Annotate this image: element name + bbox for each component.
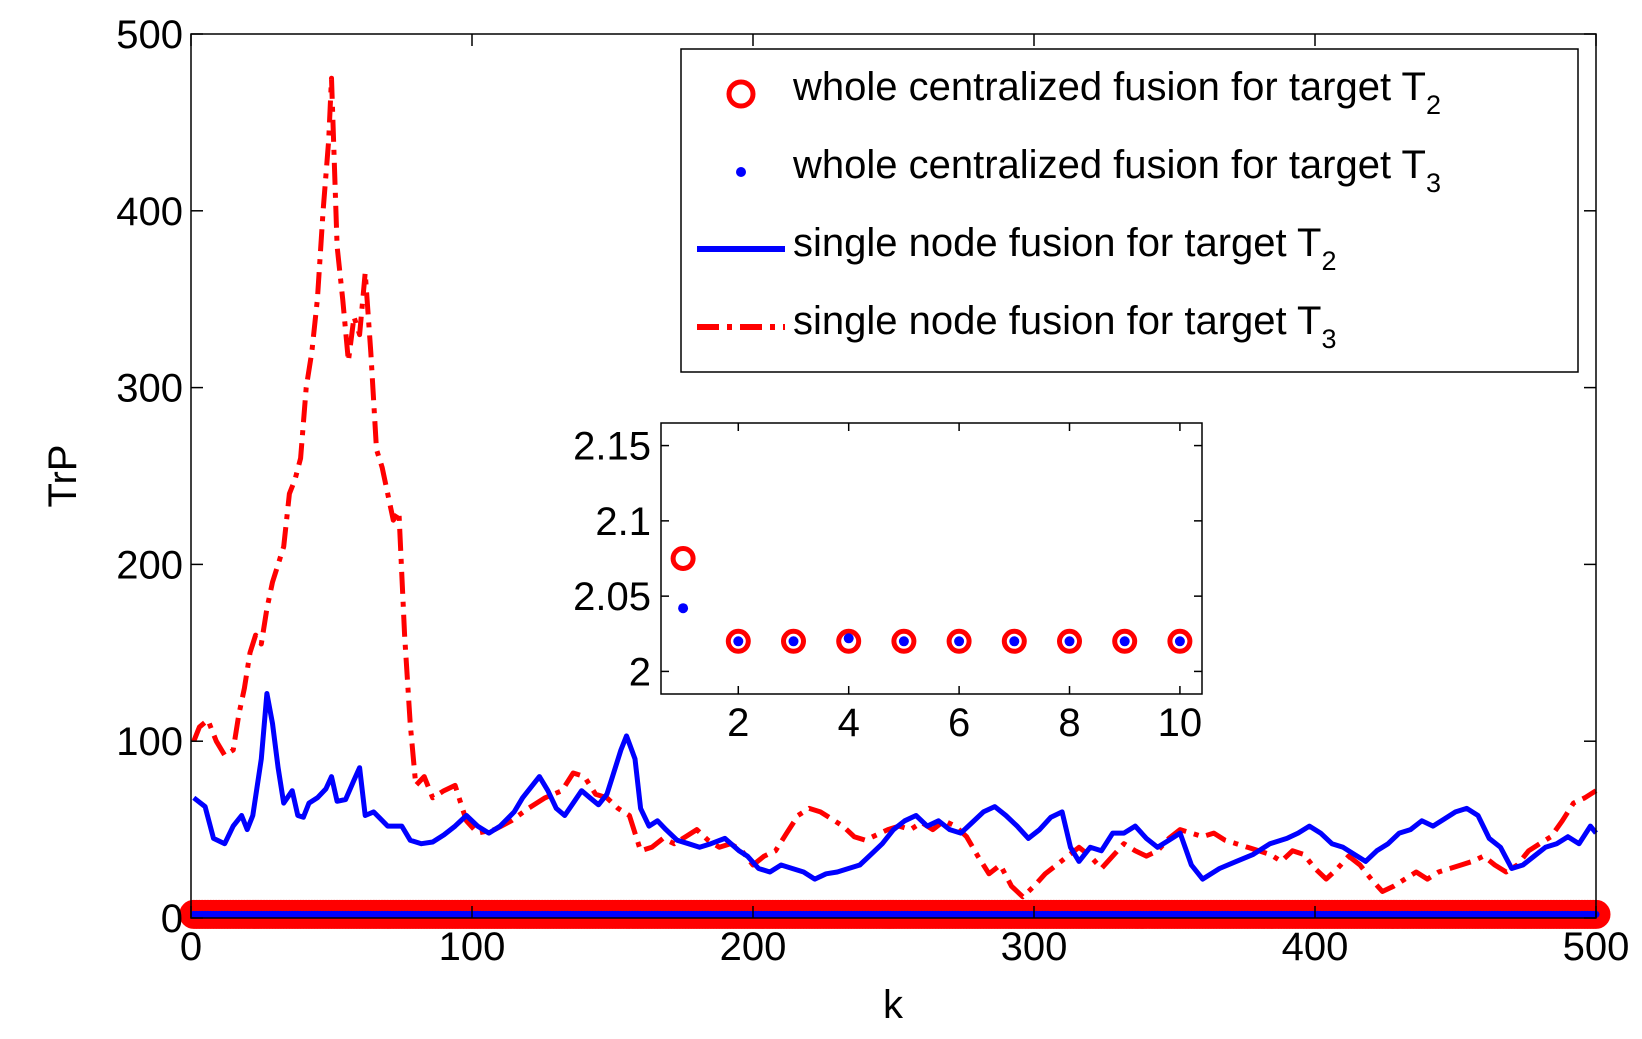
legend-entry-3: single node fusion for target T2 (793, 221, 1337, 276)
series-markers-centralized-t3 (190, 910, 1600, 918)
inset-x-tick-label: 4 (838, 701, 860, 745)
y-axis-label: TrP (41, 445, 85, 508)
inset-marker-dot (1174, 636, 1185, 647)
inset-marker-open-circle (1167, 628, 1193, 654)
inset-marker-open-circle (946, 628, 972, 654)
legend-entry-2: whole centralized fusion for target T3 (792, 143, 1441, 198)
x-tick-label: 300 (1001, 925, 1068, 969)
legend-entry-4-subscript: 3 (1321, 324, 1336, 354)
inset-marker-open-circle (781, 628, 806, 654)
x-tick-label: 200 (720, 925, 787, 969)
inset-plot-area: 2 4 6 8 10 2 2.05 2.1 2.15 (573, 422, 1203, 745)
main-plot-area: 0 100 200 300 400 500 0 100 200 300 400 500 k TrP (41, 13, 1629, 1027)
series-line-single-node-t3 (191, 75, 1598, 900)
inset-marker-open-circle (1001, 628, 1027, 654)
inset-marker-dot (1119, 636, 1130, 647)
inset-series-layer (670, 546, 1193, 654)
main-series-layer (179, 75, 1611, 929)
legend-marker-dot (736, 167, 746, 177)
inset-y-tick-label: 2.15 (573, 425, 651, 469)
inset-plot-frame (660, 422, 1203, 695)
inset-marker-open-circle (670, 546, 696, 571)
main-plot-frame (190, 33, 1597, 919)
inset-x-tick-label: 6 (948, 701, 970, 745)
inset-marker-dot (898, 636, 909, 647)
inset-marker-open-circle (1112, 628, 1138, 654)
legend-entry-3-subscript: 2 (1321, 246, 1336, 276)
inset-marker-open-circle (891, 628, 917, 654)
x-tick-label: 0 (180, 925, 202, 969)
main-ticks: 0 100 200 300 400 500 0 100 200 300 400 500 (116, 13, 1629, 969)
x-tick-label: 500 (1563, 925, 1630, 969)
inset-x-tick-label: 2 (727, 701, 749, 745)
inset-y-tick-label: 2.1 (595, 500, 651, 544)
inset-y-tick-label: 2.05 (573, 575, 651, 619)
legend: whole centralized fusion for target T2 w… (680, 48, 1579, 373)
legend-entry-1-subscript: 2 (1426, 90, 1441, 120)
inset-x-tick-label: 10 (1158, 701, 1203, 745)
legend-entry-1-label: whole centralized fusion for target T (792, 65, 1426, 109)
series-line-single-node-t2 (192, 691, 1598, 882)
inset-marker-dot (788, 636, 799, 647)
y-tick-label: 100 (116, 720, 183, 764)
inset-marker-open-circle (836, 628, 862, 654)
inset-ticks: 2 4 6 8 10 2 2.05 2.1 2.15 (573, 423, 1202, 745)
x-tick-label: 100 (439, 925, 506, 969)
y-tick-label: 300 (116, 367, 183, 411)
y-tick-label: 500 (116, 13, 183, 57)
legend-entry-4-label: single node fusion for target T (793, 299, 1321, 343)
inset-marker-dot (843, 633, 854, 644)
inset-marker-dot (1064, 636, 1075, 647)
legend-entry-1: whole centralized fusion for target T2 (792, 65, 1441, 120)
legend-box (680, 48, 1579, 373)
legend-entry-2-subscript: 3 (1426, 168, 1441, 198)
inset-marker-open-circle (725, 628, 751, 654)
inset-marker-dot (733, 636, 744, 647)
inset-marker-dot (1009, 636, 1020, 647)
y-tick-label: 400 (116, 190, 183, 234)
y-tick-label: 0 (161, 897, 183, 941)
legend-entry-3-label: single node fusion for target T (793, 221, 1321, 265)
inset-marker-open-circle (1057, 628, 1082, 654)
inset-marker-dot (678, 603, 689, 614)
legend-marker-open-circle (726, 79, 756, 109)
inset-marker-dot (954, 636, 965, 647)
legend-entry-4: single node fusion for target T3 (793, 299, 1337, 354)
y-tick-label: 200 (116, 543, 183, 587)
inset-x-tick-label: 8 (1058, 701, 1080, 745)
x-tick-label: 400 (1282, 925, 1349, 969)
inset-y-tick-label: 2 (629, 650, 651, 694)
legend-entry-2-label: whole centralized fusion for target T (792, 143, 1426, 187)
x-axis-label: k (883, 983, 904, 1027)
